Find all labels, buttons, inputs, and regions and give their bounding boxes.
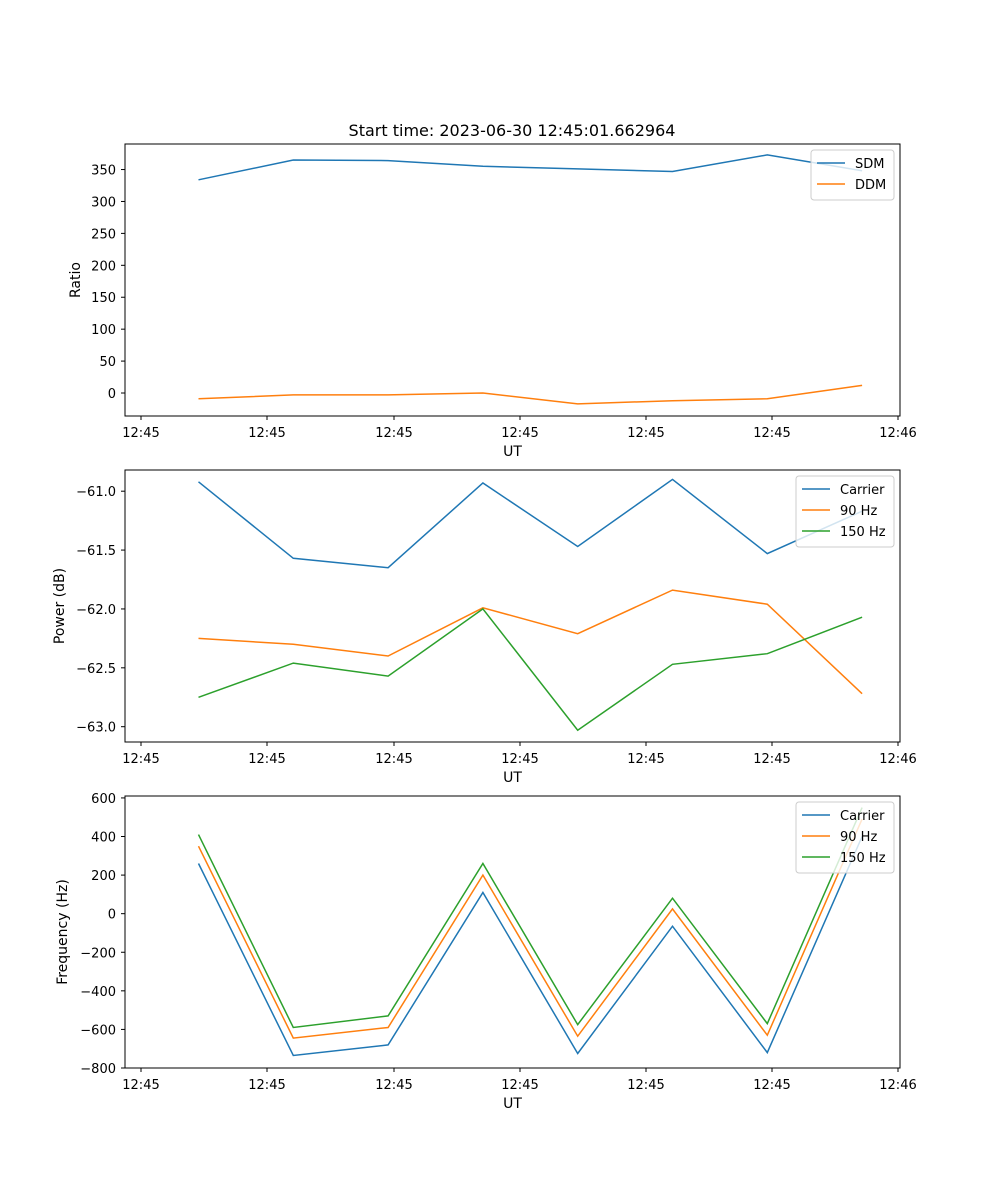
y-tick-label: −63.0 <box>76 721 116 736</box>
legend-label: 90 Hz <box>840 830 877 845</box>
x-tick-label: 12:45 <box>501 752 538 767</box>
series-line-150-hz <box>197 807 863 1029</box>
y-tick-label: 150 <box>91 291 116 306</box>
x-tick-label: 12:45 <box>753 752 790 767</box>
y-tick-label: −400 <box>80 985 116 1000</box>
y-tick-label: 0 <box>108 387 116 402</box>
series-line-carrier <box>198 478 863 569</box>
series-line-sdm <box>198 154 863 181</box>
frequency-chart: 12:45 12:45 12:45 12:45 12:45 12:45 12:46 −800 −… <box>55 792 917 1112</box>
x-tick-label: 12:46 <box>879 1078 916 1093</box>
y-tick-label: −61.5 <box>76 544 116 559</box>
y-axis-label: Power (dB) <box>52 568 68 644</box>
legend-label: DDM <box>855 178 886 193</box>
y-tick-label: 250 <box>91 227 116 242</box>
series-line-150-hz <box>198 607 863 732</box>
x-tick-label: 12:45 <box>753 426 790 441</box>
ratio-chart: 12:45 12:45 12:45 12:45 12:45 12:45 12:46 0 50 10… <box>68 143 917 460</box>
y-tick-label: 600 <box>91 792 116 807</box>
x-tick-label: 12:45 <box>627 1078 664 1093</box>
y-tick-label: 200 <box>91 869 116 884</box>
y-tick-label: −61.0 <box>76 485 116 500</box>
x-tick-label: 12:45 <box>375 426 412 441</box>
x-tick-label: 12:45 <box>248 1078 285 1093</box>
y-axis-label: Ratio <box>68 262 84 298</box>
legend: Carrier 90 Hz 150 Hz <box>795 475 895 548</box>
axes-frame <box>124 469 901 743</box>
x-axis-label: UT <box>503 770 522 786</box>
y-tick-label: 50 <box>99 355 116 370</box>
y-tick-label: −800 <box>80 1062 116 1077</box>
y-tick-label: −600 <box>80 1023 116 1038</box>
power-chart: 12:45 12:45 12:45 12:45 12:45 12:45 12:46 −63.0… <box>52 469 917 786</box>
axes-frame <box>124 143 901 417</box>
legend: SDM DDM <box>810 149 895 201</box>
x-tick-label: 12:45 <box>375 752 412 767</box>
x-tick-label: 12:45 <box>122 1078 159 1093</box>
x-tick-label: 12:45 <box>627 426 664 441</box>
y-tick-label: 200 <box>91 259 116 274</box>
x-tick-label: 12:46 <box>879 426 916 441</box>
x-axis-label: UT <box>503 1096 522 1112</box>
x-axis-label: UT <box>503 444 522 460</box>
series-line-ddm <box>198 384 863 405</box>
series-line-carrier <box>197 836 863 1057</box>
series-line-90-hz <box>197 818 863 1039</box>
y-tick-label: 300 <box>91 195 116 210</box>
legend-box <box>795 475 895 548</box>
series-line-90-hz <box>198 589 863 695</box>
x-tick-label: 12:45 <box>753 1078 790 1093</box>
legend-label: SDM <box>855 157 884 172</box>
x-tick-label: 12:45 <box>375 1078 412 1093</box>
y-axis-label: Frequency (Hz) <box>55 879 71 985</box>
axes-frame <box>124 795 901 1069</box>
y-tick-label: −62.0 <box>76 603 116 618</box>
y-tick-label: −62.5 <box>76 662 116 677</box>
figure-title: Start time: 2023-06-30 12:45:01.662964 <box>349 121 676 140</box>
y-tick-label: 400 <box>91 831 116 846</box>
legend-label: 150 Hz <box>840 525 886 540</box>
y-tick-label: 0 <box>108 908 116 923</box>
legend-label: 90 Hz <box>840 504 877 519</box>
x-tick-label: 12:45 <box>501 426 538 441</box>
legend-label: Carrier <box>840 809 885 824</box>
legend-label: Carrier <box>840 483 885 498</box>
x-tick-label: 12:46 <box>879 752 916 767</box>
x-tick-label: 12:45 <box>248 752 285 767</box>
legend-box <box>795 801 895 874</box>
x-tick-label: 12:45 <box>501 1078 538 1093</box>
x-tick-label: 12:45 <box>627 752 664 767</box>
x-tick-label: 12:45 <box>122 426 159 441</box>
y-tick-label: −200 <box>80 946 116 961</box>
y-tick-label: 350 <box>91 164 116 179</box>
legend-label: 150 Hz <box>840 851 886 866</box>
x-tick-label: 12:45 <box>122 752 159 767</box>
legend: Carrier 90 Hz 150 Hz <box>795 801 895 874</box>
y-tick-label: 100 <box>91 323 116 338</box>
x-tick-label: 12:45 <box>248 426 285 441</box>
